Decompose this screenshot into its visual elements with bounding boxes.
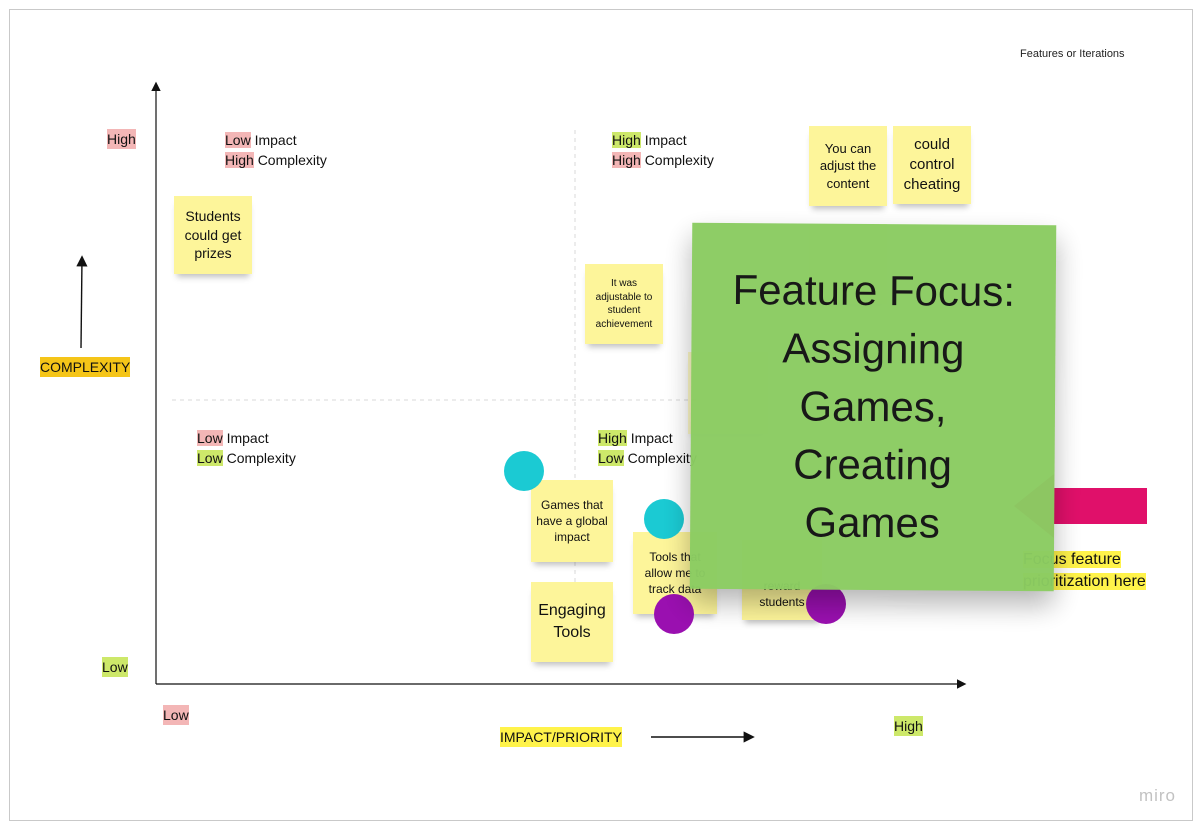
quadrant-bottom-left-label: Low Impact Low Complexity xyxy=(197,428,296,468)
complexity-level: High xyxy=(225,152,254,168)
sticky-text: Tools that allow me to track data xyxy=(644,549,706,597)
quadrant-top-right-label: High Impact High Complexity xyxy=(612,130,714,170)
complexity-word: Complexity xyxy=(644,152,714,168)
impact-level: High xyxy=(612,132,641,148)
complexity-word: Complexity xyxy=(257,152,327,168)
quadrant-bottom-right-label: High Impact Low Complexity xyxy=(598,428,697,468)
purple-dot-marker[interactable] xyxy=(806,584,846,624)
sticky-text: could control cheating xyxy=(903,135,961,194)
quadrant-top-left-label: Low Impact High Complexity xyxy=(225,130,327,170)
sticky-text: Engaging Tools xyxy=(538,602,606,641)
focus-line: Games xyxy=(804,498,941,547)
y-axis-high-label: High xyxy=(107,129,136,149)
legend-title: Features or Iterations xyxy=(1020,48,1125,60)
x-axis-low-label: Low xyxy=(163,705,189,725)
y-axis-low-label: Low xyxy=(102,657,128,677)
feature-focus-card[interactable]: Feature Focus: Assigning Games, Creating… xyxy=(689,222,1057,592)
complexity-level: Low xyxy=(197,450,223,466)
focus-line: Games, xyxy=(799,382,947,431)
focus-line: Assigning xyxy=(782,324,965,373)
impact-level: High xyxy=(598,430,627,446)
impact-word: Impact xyxy=(254,132,297,148)
complexity-word: Complexity xyxy=(627,450,697,466)
impact-level: Low xyxy=(225,132,251,148)
sticky-note-prizes[interactable]: Students could get prizes xyxy=(174,196,252,274)
y-axis-title: COMPLEXITY xyxy=(40,357,131,377)
impact-level: Low xyxy=(197,430,223,446)
purple-dot-marker[interactable] xyxy=(654,594,694,634)
complexity-arrow xyxy=(76,255,88,349)
impact-word: Impact xyxy=(630,430,673,446)
feature-focus-text: Feature Focus: Assigning Games, Creating… xyxy=(731,261,1015,553)
sticky-note-adjustable[interactable]: It was adjustable to student achievement xyxy=(585,264,663,344)
sticky-text: You can adjust the content xyxy=(819,140,877,191)
sticky-note-global-impact[interactable]: Games that have a global impact xyxy=(531,480,613,562)
sticky-text: It was adjustable to student achievement xyxy=(595,278,653,330)
cyan-dot-marker[interactable] xyxy=(644,499,684,539)
sticky-text: Games that have a global impact xyxy=(536,497,608,545)
impact-word: Impact xyxy=(226,430,269,446)
focus-line: Feature Focus: xyxy=(732,266,1016,315)
complexity-level: High xyxy=(612,152,641,168)
sticky-text: Students could get prizes xyxy=(184,207,242,262)
cyan-dot-marker[interactable] xyxy=(504,451,544,491)
sticky-note-control-cheating[interactable]: could control cheating xyxy=(893,126,971,204)
x-axis-high-label: High xyxy=(894,716,923,736)
sticky-note-adjust-content[interactable]: You can adjust the content xyxy=(809,126,887,206)
complexity-word: Complexity xyxy=(226,450,296,466)
impact-word: Impact xyxy=(644,132,687,148)
x-axis-title: IMPACT/PRIORITY xyxy=(500,727,622,747)
focus-line: Creating xyxy=(793,440,953,489)
miro-watermark: miro xyxy=(1138,786,1176,805)
sticky-note-engaging-tools[interactable]: Engaging Tools xyxy=(531,582,613,662)
complexity-level: Low xyxy=(598,450,624,466)
